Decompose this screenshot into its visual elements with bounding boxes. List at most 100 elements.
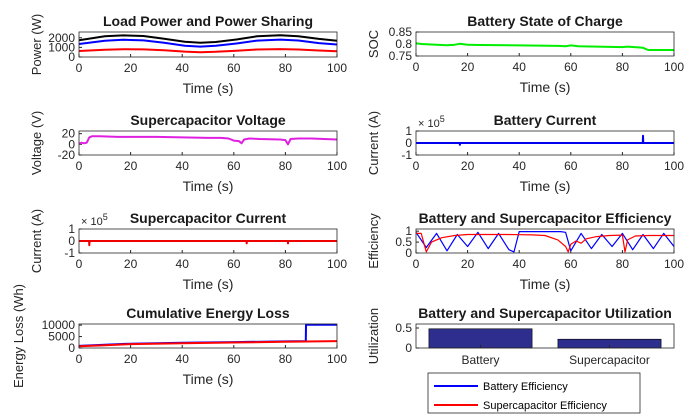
series-line-0: [79, 240, 337, 247]
legend-label: Supercapacitor Efficiency: [483, 400, 607, 412]
y-tick-label: 0: [68, 50, 75, 64]
axes-frame: [78, 228, 338, 254]
y-tick-label: 0: [68, 137, 75, 151]
chart-title: Supercapacitor Current: [130, 210, 287, 226]
y-tick-label: -1: [64, 246, 75, 260]
x-tick-label: 80: [279, 352, 293, 366]
y-tick-label: 10000: [42, 318, 76, 332]
axes-frame: [78, 323, 338, 349]
x-tick-label: 20: [124, 352, 138, 366]
x-tick-label: 60: [227, 352, 241, 366]
x-tick-label: 40: [176, 257, 190, 271]
y-tick-label: 1: [68, 222, 75, 236]
axes-frame: [415, 130, 675, 156]
y-tick-label: 0: [405, 246, 412, 260]
y-tick-label: 5000: [48, 330, 75, 344]
x-tick-label: 0: [76, 257, 83, 271]
y-tick-label: 0: [405, 136, 412, 150]
x-tick-label: 0: [413, 159, 420, 173]
chart-soc: Battery State of Charge SOC 0.750.80.85 0 20…: [366, 13, 684, 95]
x-tick-label: 40: [176, 159, 190, 173]
chart-energy: Cumulative Energy Loss Energy Loss (Wh) 05…: [11, 284, 347, 388]
axes-frame: [415, 323, 675, 349]
x-tick-label: 20: [124, 61, 138, 75]
x-tick-label: 40: [176, 352, 190, 366]
legend: Battery Efficiency Supercapacitor Efficie…: [427, 372, 641, 414]
x-tick-label: 100: [327, 352, 347, 366]
axes-frame: [415, 228, 675, 254]
y-tick-label: 0.5: [395, 235, 412, 249]
x-tick-label: 80: [616, 159, 630, 173]
x-tick-label: 100: [664, 257, 684, 271]
y-tick-label: 20: [62, 127, 76, 141]
series-line-2: [78, 48, 338, 54]
x-tick-label: 40: [513, 60, 527, 74]
x-axis-label: Time (s): [520, 79, 571, 95]
axis-exponent: × 105: [81, 212, 108, 228]
series-line-1: [78, 38, 338, 48]
y-tick-label: 0.85: [389, 25, 413, 39]
x-tick-label: 20: [124, 159, 138, 173]
x-tick-label: 80: [616, 60, 630, 74]
y-axis-label: Efficiency: [366, 213, 381, 269]
series-line-1: [416, 232, 674, 253]
axes-frame: [78, 130, 338, 156]
x-tick-label: 0: [413, 257, 420, 271]
chart-util: Battery and Supercapacitor Utilization Ut…: [366, 305, 675, 367]
x-tick-label: 60: [227, 159, 241, 173]
x-tick-label: 60: [227, 61, 241, 75]
y-axis-label: Power (W): [29, 14, 44, 75]
x-tick-label: 60: [564, 60, 578, 74]
chart-title: Battery State of Charge: [467, 13, 623, 29]
x-tick-label: 20: [461, 159, 475, 173]
x-axis-label: Time (s): [520, 276, 571, 292]
chart-title: Battery Current: [494, 112, 597, 128]
y-tick-label: 1: [405, 124, 412, 138]
x-axis-label: Time (s): [183, 178, 234, 194]
axis-exponent: × 105: [418, 114, 445, 130]
plot-area: [79, 131, 337, 155]
chart-title: Battery and Supercapacitor Utilization: [418, 305, 672, 321]
x-tick-label: 60: [564, 159, 578, 173]
chart-title: Supercapacitor Voltage: [130, 112, 286, 128]
plot-area: [416, 229, 674, 253]
x-axis-label: Time (s): [520, 178, 571, 194]
axes-frame: [78, 31, 338, 58]
x-tick-label: 0: [76, 352, 83, 366]
x-tick-label: 100: [664, 60, 684, 74]
x-tick-label: 40: [176, 61, 190, 75]
x-tick-label: 80: [279, 159, 293, 173]
x-tick-label: 60: [227, 257, 241, 271]
x-tick-label: 100: [327, 61, 347, 75]
y-tick-label: 0.75: [389, 49, 413, 63]
x-tick-label: 0: [76, 159, 83, 173]
y-tick-label: 1000: [48, 40, 75, 54]
x-axis-label: Time (s): [183, 276, 234, 292]
x-axis-label: Time (s): [183, 371, 234, 387]
x-tick-label: 0: [76, 61, 83, 75]
x-tick-label: 20: [124, 257, 138, 271]
x-tick-label: 40: [513, 159, 527, 173]
y-tick-label: 1: [405, 224, 412, 238]
y-tick-label: -20: [58, 148, 76, 162]
y-tick-label: -1: [401, 148, 412, 162]
x-tick-label: 80: [616, 257, 630, 271]
y-axis-label: SOC: [366, 30, 381, 58]
y-tick-label: 0.8: [395, 37, 412, 51]
chart-title: Cumulative Energy Loss: [126, 305, 290, 321]
x-tick-label: 40: [513, 257, 527, 271]
series-line-0: [78, 34, 338, 44]
y-tick-label: 0: [405, 341, 412, 355]
x-tick-label: 100: [327, 257, 347, 271]
y-axis-label: Current (A): [366, 111, 381, 175]
x-tick-label: 0: [413, 60, 420, 74]
y-tick-label: 0: [68, 234, 75, 248]
x-tick-label: 80: [279, 61, 293, 75]
x-tick-label: 20: [461, 257, 475, 271]
y-axis-label: Voltage (V): [29, 111, 44, 175]
axes-frame: [415, 31, 675, 57]
y-tick-label: 2000: [48, 31, 75, 45]
y-axis-label: Current (A): [29, 209, 44, 273]
